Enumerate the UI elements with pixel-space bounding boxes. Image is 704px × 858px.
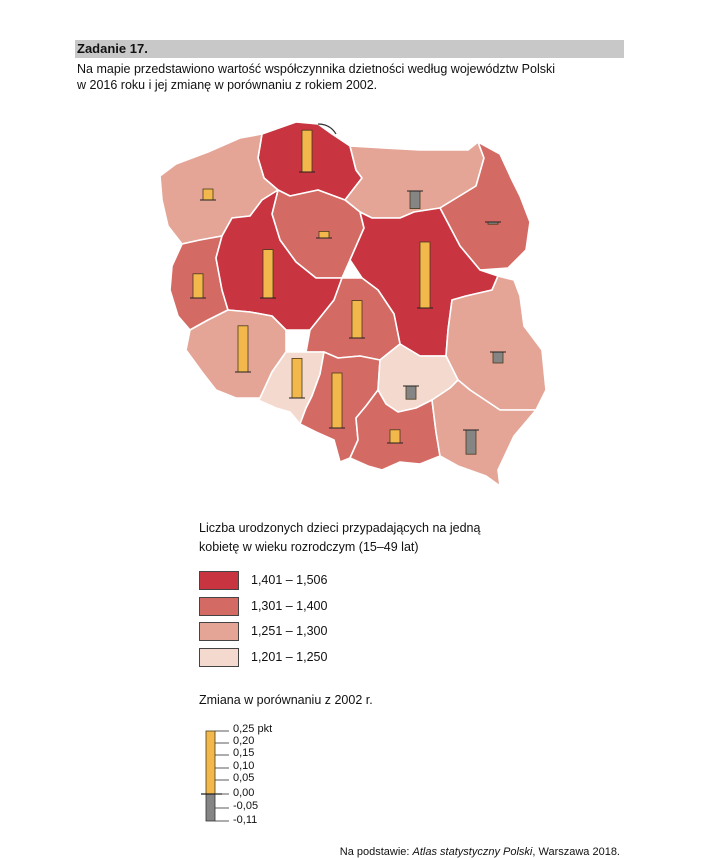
- tick-label-010: 0,10: [233, 760, 255, 772]
- source-prefix: Na podstawie:: [339, 846, 413, 858]
- change-bar-lodzkie: [351, 300, 363, 339]
- tick-label-020: 0,20: [233, 735, 255, 747]
- legend-swatch-2: [199, 597, 239, 616]
- change-bar-slaskie: [331, 372, 343, 429]
- change-bar-lubuskie: [192, 273, 204, 299]
- legend-swatch-4: [199, 648, 239, 667]
- change-bar-dolnoslaskie: [237, 325, 249, 373]
- change-bar-warminsko-mazurskie: [409, 190, 421, 210]
- change-bar-zachodniopomorskie: [202, 188, 214, 201]
- legend-title-line-1: Liczba urodzonych dzieci przypadających …: [199, 521, 481, 535]
- legend-swatch-3: [199, 622, 239, 641]
- change-bar-opolskie: [291, 357, 303, 399]
- tick-label-025: 0,25 pkt: [233, 723, 273, 735]
- region-podlaskie: [439, 141, 531, 271]
- tick-label-minus-011: -0,11: [233, 814, 258, 826]
- task-header-bar: [75, 40, 624, 58]
- legend-swatch-1: [199, 571, 239, 590]
- legend-title-line-2: kobietę w wieku rozrodczym (15–49 lat): [199, 540, 419, 554]
- legend-label-1: 1,401 – 1,506: [251, 573, 328, 587]
- change-legend-title: Zmiana w porównaniu z 2002 r.: [199, 693, 373, 707]
- legend-label-2: 1,301 – 1,400: [251, 599, 328, 613]
- hel-peninsula: [317, 123, 337, 135]
- legend-title: Liczba urodzonych dzieci przypadających …: [199, 519, 519, 557]
- tick-label-000: 0,00: [233, 787, 255, 799]
- intro-line-1: Na mapie przedstawiono wartość współczyn…: [77, 62, 555, 76]
- tick-label-015: 0,15: [233, 747, 255, 759]
- change-bar-wielkopolskie: [262, 249, 274, 299]
- legend-label-4: 1,201 – 1,250: [251, 650, 328, 664]
- source-suffix: , Warszawa 2018.: [532, 846, 620, 858]
- tick-label-005: 0,05: [233, 772, 255, 784]
- intro-line-2: w 2016 roku i jej zmianę w porównaniu z …: [77, 78, 378, 92]
- scale-bar-negative: [205, 793, 216, 822]
- tick-label-minus-005: -0,05: [233, 800, 259, 812]
- change-bar-mazowieckie: [419, 241, 431, 309]
- change-bar-pomorskie: [301, 129, 313, 173]
- source-title: Atlas statystyczny Polski: [412, 846, 533, 858]
- scale-bar-positive: [205, 730, 216, 795]
- change-bar-malopolskie: [389, 429, 401, 444]
- source-note: Na podstawie: Atlas statystyczny Polski,…: [340, 846, 620, 858]
- change-bar-lubelskie: [492, 351, 504, 364]
- change-bar-kujawsko-pomorskie: [318, 230, 330, 239]
- legend-label-3: 1,251 – 1,300: [251, 624, 328, 638]
- change-bar-podkarpackie: [465, 429, 477, 455]
- task-title: Zadanie 17.: [77, 41, 148, 56]
- region-podkarpackie: [431, 379, 537, 487]
- change-bar-swietokrzyskie: [405, 385, 417, 400]
